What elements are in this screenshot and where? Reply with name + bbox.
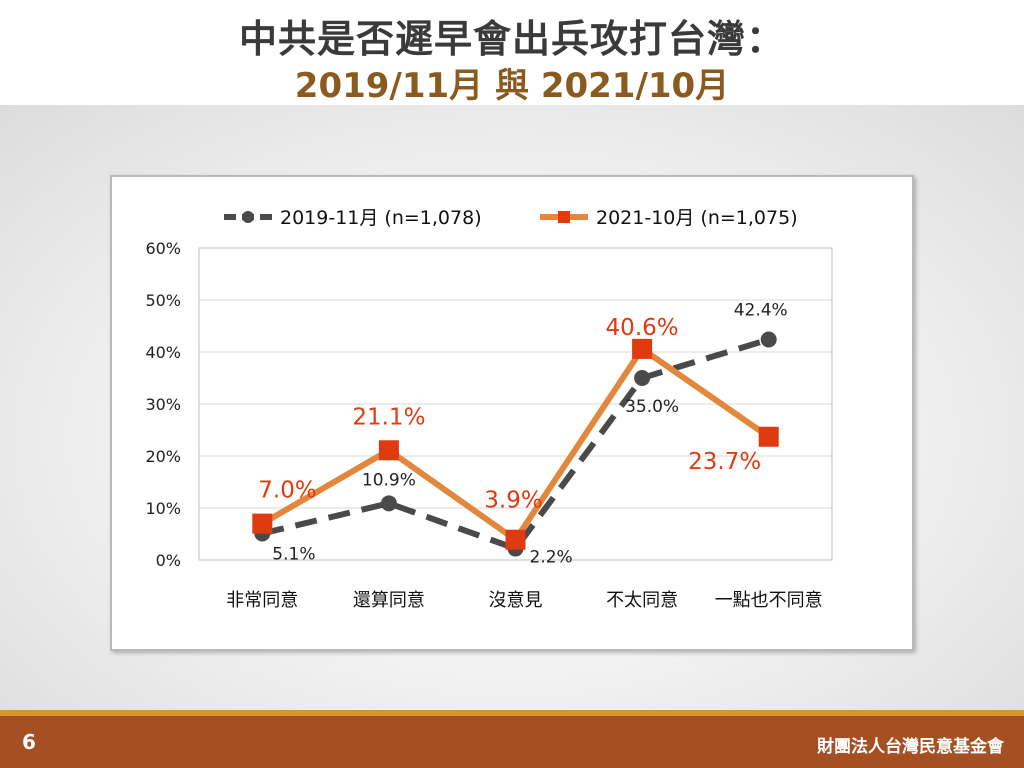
line-chart: 0% 10% 20% 30% 40% 50% 60% 非常同意 還算同意 沒意見 不太同意 一點也不同…: [145, 207, 833, 611]
footer-bar: [0, 716, 1024, 768]
legend-label: 2019-11月 (n=1,078): [280, 207, 482, 229]
data-point: [760, 331, 777, 348]
page-number: 6: [22, 730, 36, 754]
data-label-2021: 23.7%: [688, 449, 761, 475]
legend-marker: [558, 211, 570, 223]
x-tick-label: 一點也不同意: [715, 590, 823, 611]
slide-subtitle: 2019/11月 與 2021/10月: [294, 66, 730, 106]
legend-label: 2021-10月 (n=1,075): [596, 207, 798, 229]
data-label-2021: 7.0%: [258, 478, 316, 504]
data-point: [380, 495, 397, 512]
y-tick-label: 30%: [145, 395, 181, 414]
data-label-2021: 21.1%: [352, 404, 425, 430]
data-point: [252, 513, 273, 534]
slide-title: 中共是否遲早會出兵攻打台灣：: [238, 17, 785, 61]
data-point: [632, 338, 653, 359]
organization-name: 財團法人台灣民意基金會: [817, 737, 1004, 757]
x-tick-label: 非常同意: [226, 590, 298, 611]
data-point: [378, 440, 399, 461]
legend-marker: [242, 211, 254, 223]
y-tick-label: 20%: [145, 447, 181, 466]
y-tick-label: 50%: [145, 291, 181, 310]
y-tick-label: 60%: [145, 239, 181, 258]
data-label-2019: 35.0%: [625, 397, 679, 417]
x-tick-label: 沒意見: [489, 590, 543, 611]
data-label-2019: 2.2%: [530, 548, 573, 568]
y-tick-label: 10%: [145, 499, 181, 518]
data-label-2019: 5.1%: [272, 544, 315, 564]
data-label-2021: 3.9%: [484, 488, 542, 514]
data-label-2021: 40.6%: [606, 315, 679, 341]
y-tick-label: 0%: [156, 551, 181, 570]
y-tick-label: 40%: [145, 343, 181, 362]
series-line-2019: [261, 336, 770, 552]
chart-container: 0% 10% 20% 30% 40% 50% 60% 非常同意 還算同意 沒意見 不太同意 一點也不同…: [110, 175, 914, 651]
data-point: [758, 426, 779, 447]
data-label-2019: 10.9%: [362, 470, 416, 490]
data-point: [505, 529, 526, 550]
data-label-2019: 42.4%: [734, 301, 788, 321]
plot-area: [198, 247, 833, 561]
data-point: [634, 370, 651, 386]
x-tick-label: 不太同意: [606, 590, 678, 611]
footer-accent-bar: [0, 710, 1024, 716]
x-tick-label: 還算同意: [353, 590, 425, 611]
